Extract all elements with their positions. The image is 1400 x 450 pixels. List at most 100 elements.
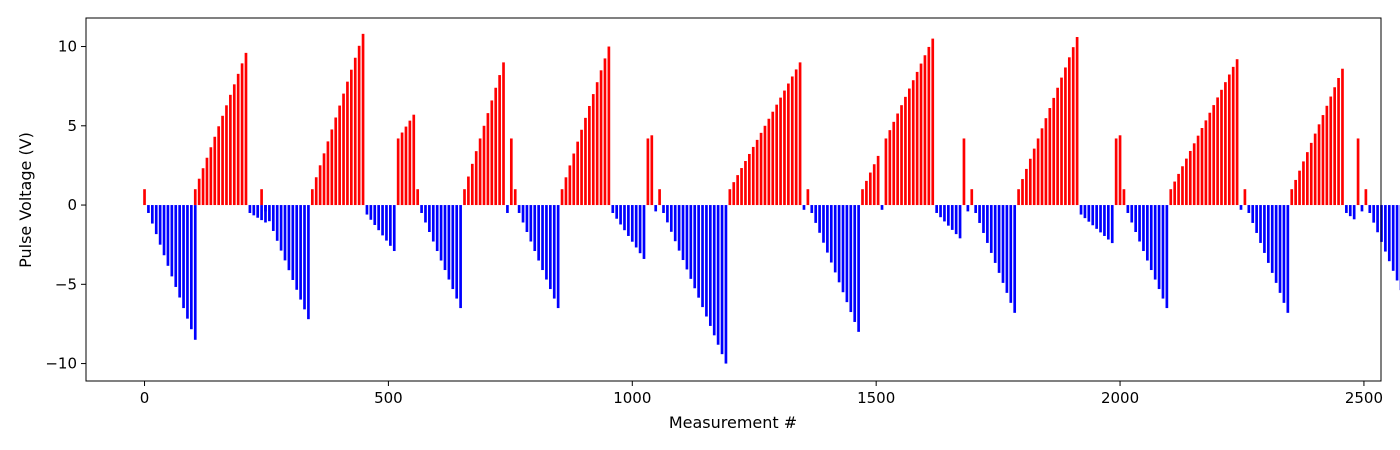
bar-322 xyxy=(1388,205,1391,261)
y-tick-label--5: −5 xyxy=(55,275,77,293)
bar-188 xyxy=(865,181,868,205)
bar-53 xyxy=(338,106,341,206)
bar-64 xyxy=(381,205,384,235)
y-axis-label: Pulse Voltage (V) xyxy=(16,132,35,268)
bar-23 xyxy=(229,95,232,205)
y-tick-label-10: 10 xyxy=(58,38,77,56)
bar-196 xyxy=(896,114,899,206)
bar-297 xyxy=(1290,189,1293,205)
bar-249 xyxy=(1103,205,1106,236)
bar-27 xyxy=(245,53,248,205)
bar-121 xyxy=(604,58,607,205)
bar-131 xyxy=(643,205,646,259)
bar-7 xyxy=(171,205,174,276)
bar-299 xyxy=(1298,171,1301,205)
bar-146 xyxy=(701,205,704,307)
bar-129 xyxy=(635,205,638,247)
bar-226 xyxy=(1013,205,1016,313)
bar-251 xyxy=(1111,205,1114,243)
bar-231 xyxy=(1033,149,1036,205)
bar-286 xyxy=(1247,205,1250,213)
bar-230 xyxy=(1029,159,1032,205)
bar-191 xyxy=(877,156,880,205)
bar-125 xyxy=(619,205,622,224)
bar-105 xyxy=(541,205,544,270)
bar-104 xyxy=(537,205,540,260)
bar-78 xyxy=(436,205,439,251)
bar-52 xyxy=(334,118,337,206)
bar-103 xyxy=(533,205,536,251)
bar-16 xyxy=(202,168,205,205)
x-axis-label: Measurement # xyxy=(669,413,797,432)
bar-313 xyxy=(1353,205,1356,219)
bar-158 xyxy=(748,154,751,205)
bar-19 xyxy=(213,137,216,205)
bar-149 xyxy=(713,205,716,335)
bar-9 xyxy=(178,205,181,297)
bar-113 xyxy=(572,154,575,206)
bar-82 xyxy=(451,205,454,289)
bar-282 xyxy=(1232,67,1235,205)
bar-93 xyxy=(494,88,497,205)
bar-232 xyxy=(1037,138,1040,205)
bar-203 xyxy=(924,55,927,205)
bar-57 xyxy=(354,58,357,205)
bar-88 xyxy=(475,151,478,205)
bar-55 xyxy=(346,82,349,205)
bar-120 xyxy=(600,70,603,205)
bar-253 xyxy=(1119,135,1122,205)
bar-47 xyxy=(315,177,318,205)
bar-111 xyxy=(565,177,568,205)
bar-117 xyxy=(588,106,591,205)
bar-56 xyxy=(350,70,353,205)
bar-215 xyxy=(970,189,973,205)
bar-227 xyxy=(1017,189,1020,205)
bar-33 xyxy=(260,189,263,205)
bar-73 xyxy=(416,189,419,205)
bar-79 xyxy=(440,205,443,260)
bar-276 xyxy=(1208,113,1211,205)
bar-217 xyxy=(978,205,981,223)
bar-159 xyxy=(752,147,755,205)
bar-195 xyxy=(892,122,895,205)
bar-48 xyxy=(319,165,322,205)
bar-194 xyxy=(888,130,891,205)
bar-13 xyxy=(194,205,197,340)
bar-162 xyxy=(764,126,767,205)
bar-10 xyxy=(182,205,185,308)
bar-298 xyxy=(1294,180,1297,205)
bar-83 xyxy=(455,205,458,299)
bar-279 xyxy=(1220,90,1223,205)
bar-36 xyxy=(272,205,275,231)
bar-118 xyxy=(592,94,595,205)
bar-199 xyxy=(908,89,911,206)
bar-307 xyxy=(1329,97,1332,206)
bar-224 xyxy=(1006,205,1009,293)
bar-148 xyxy=(709,205,712,326)
bar-310 xyxy=(1341,69,1344,205)
bar-76 xyxy=(428,205,431,232)
bar-166 xyxy=(779,98,782,205)
bar-254 xyxy=(1123,189,1126,205)
bar-112 xyxy=(569,165,572,205)
bar-156 xyxy=(740,168,743,205)
bar-281 xyxy=(1228,75,1231,206)
bar-137 xyxy=(666,205,669,222)
bar-38 xyxy=(280,205,283,251)
bar-184 xyxy=(849,205,852,312)
bar-80 xyxy=(444,205,447,270)
bar-40 xyxy=(288,205,291,270)
bar-86 xyxy=(467,177,470,206)
bar-317 xyxy=(1368,205,1371,213)
bar-216 xyxy=(974,205,977,213)
bar-142 xyxy=(686,205,689,269)
y-tick-label--10: −10 xyxy=(45,355,77,373)
bar-233 xyxy=(1041,128,1044,205)
bar-220 xyxy=(990,205,993,253)
bar-141 xyxy=(682,205,685,260)
bar-179 xyxy=(830,205,833,262)
bar-39 xyxy=(284,205,287,260)
bar-132 xyxy=(647,138,650,205)
bar-136 xyxy=(662,205,665,213)
